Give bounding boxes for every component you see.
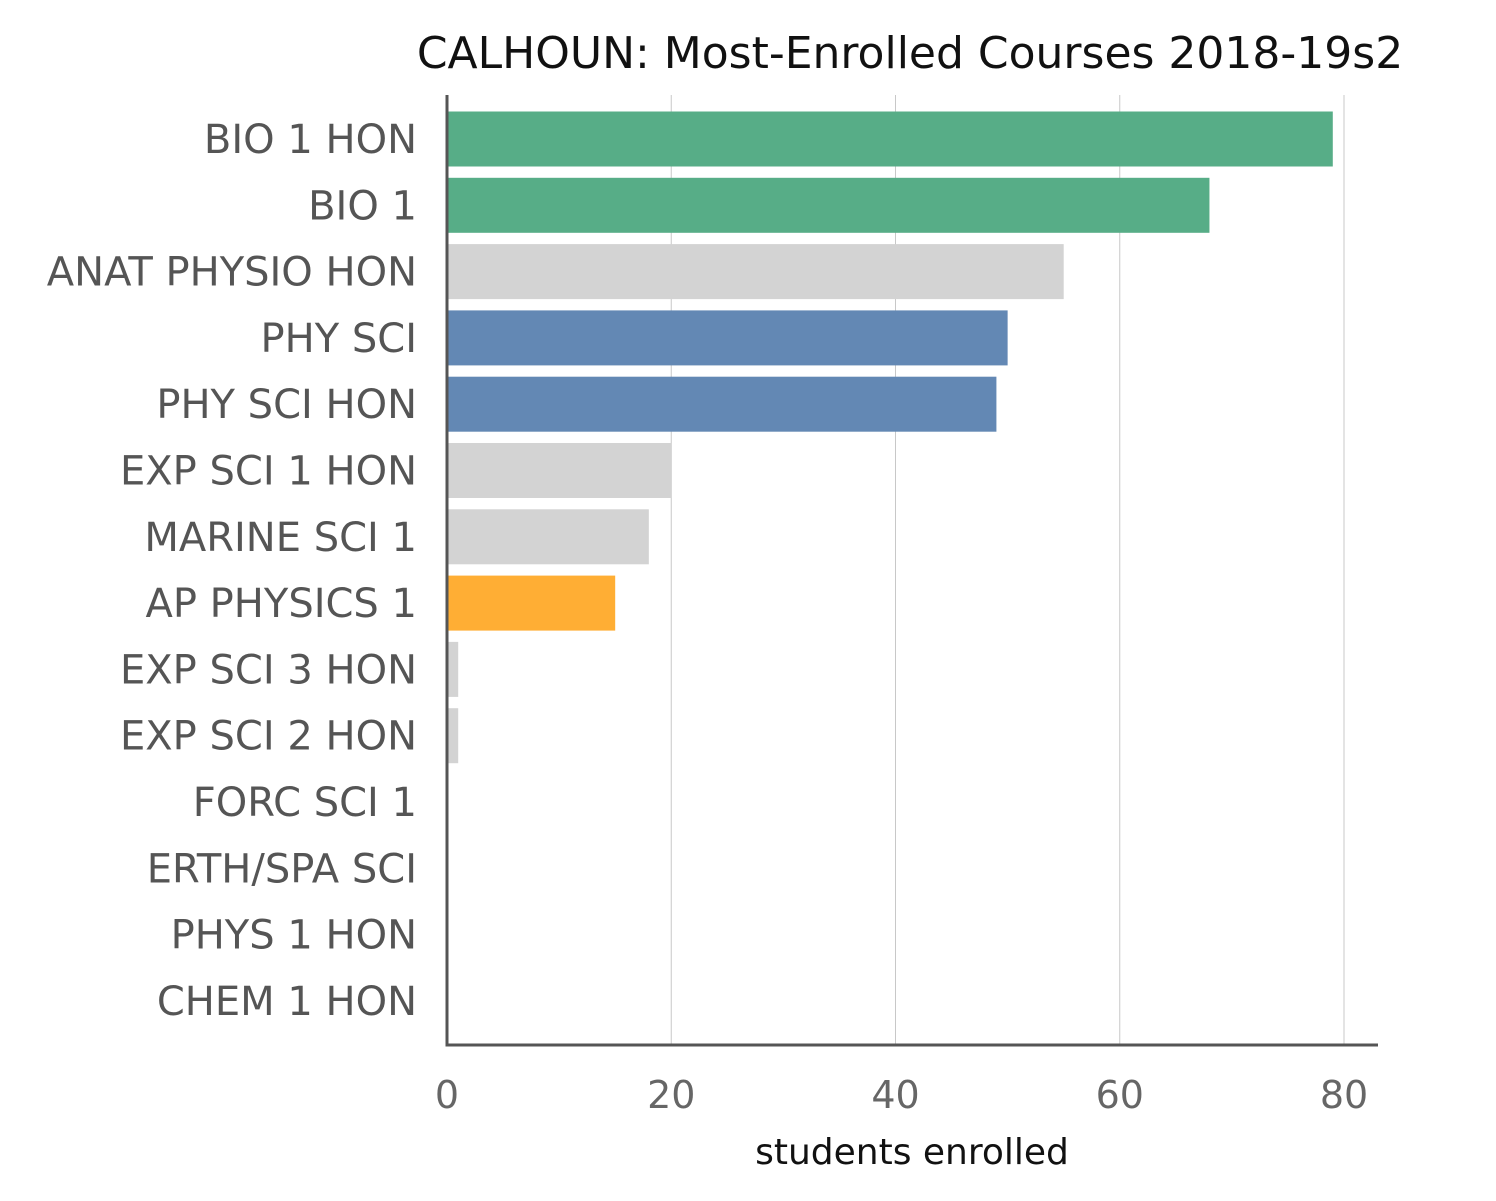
category-label-2: ANAT PHYSIO HON [47,250,417,296]
category-label-6: MARINE SCI 1 [144,515,417,561]
bar-7 [447,575,616,631]
chart-title: CALHOUN: Most-Enrolled Courses 2018-19s2 [417,28,1403,79]
bar-6 [447,509,649,565]
bar-5 [447,443,672,498]
category-label-12: PHYS 1 HON [171,913,417,959]
x-tick-label-80: 80 [1320,1073,1368,1117]
bar-0 [447,111,1333,167]
x-tick-label-40: 40 [871,1073,919,1117]
bar-4 [447,376,997,432]
category-label-1: BIO 1 [308,183,417,229]
bar-2 [447,244,1064,300]
category-label-5: EXP SCI 1 HON [120,449,417,495]
category-label-8: EXP SCI 3 HON [120,647,417,693]
category-label-11: ERTH/SPA SCI [147,846,417,892]
bar-1 [447,177,1210,233]
category-label-10: FORC SCI 1 [193,780,417,826]
category-label-13: CHEM 1 HON [157,979,417,1025]
bar-8 [447,641,459,697]
category-label-4: PHY SCI HON [156,382,417,428]
gridlines [670,95,1345,1045]
bar-9 [447,708,459,764]
tick-labels: 0 20 40 60 80 [435,1073,1368,1117]
bars [447,111,1333,764]
x-tick-label-60: 60 [1096,1073,1144,1117]
category-label-9: EXP SCI 2 HON [120,714,417,760]
x-tick-label-0: 0 [435,1073,459,1117]
bar-3 [447,310,1008,366]
category-labels: BIO 1 HON BIO 1 ANAT PHYSIO HON PHY SCI PHY … [47,117,417,1025]
x-axis-title: students enrolled [755,1132,1069,1173]
category-label-7: AP PHYSICS 1 [145,581,417,627]
category-label-3: PHY SCI [261,316,417,362]
x-tick-label-20: 20 [647,1073,695,1117]
category-label-0: BIO 1 HON [204,117,417,163]
axes [445,95,1378,1047]
